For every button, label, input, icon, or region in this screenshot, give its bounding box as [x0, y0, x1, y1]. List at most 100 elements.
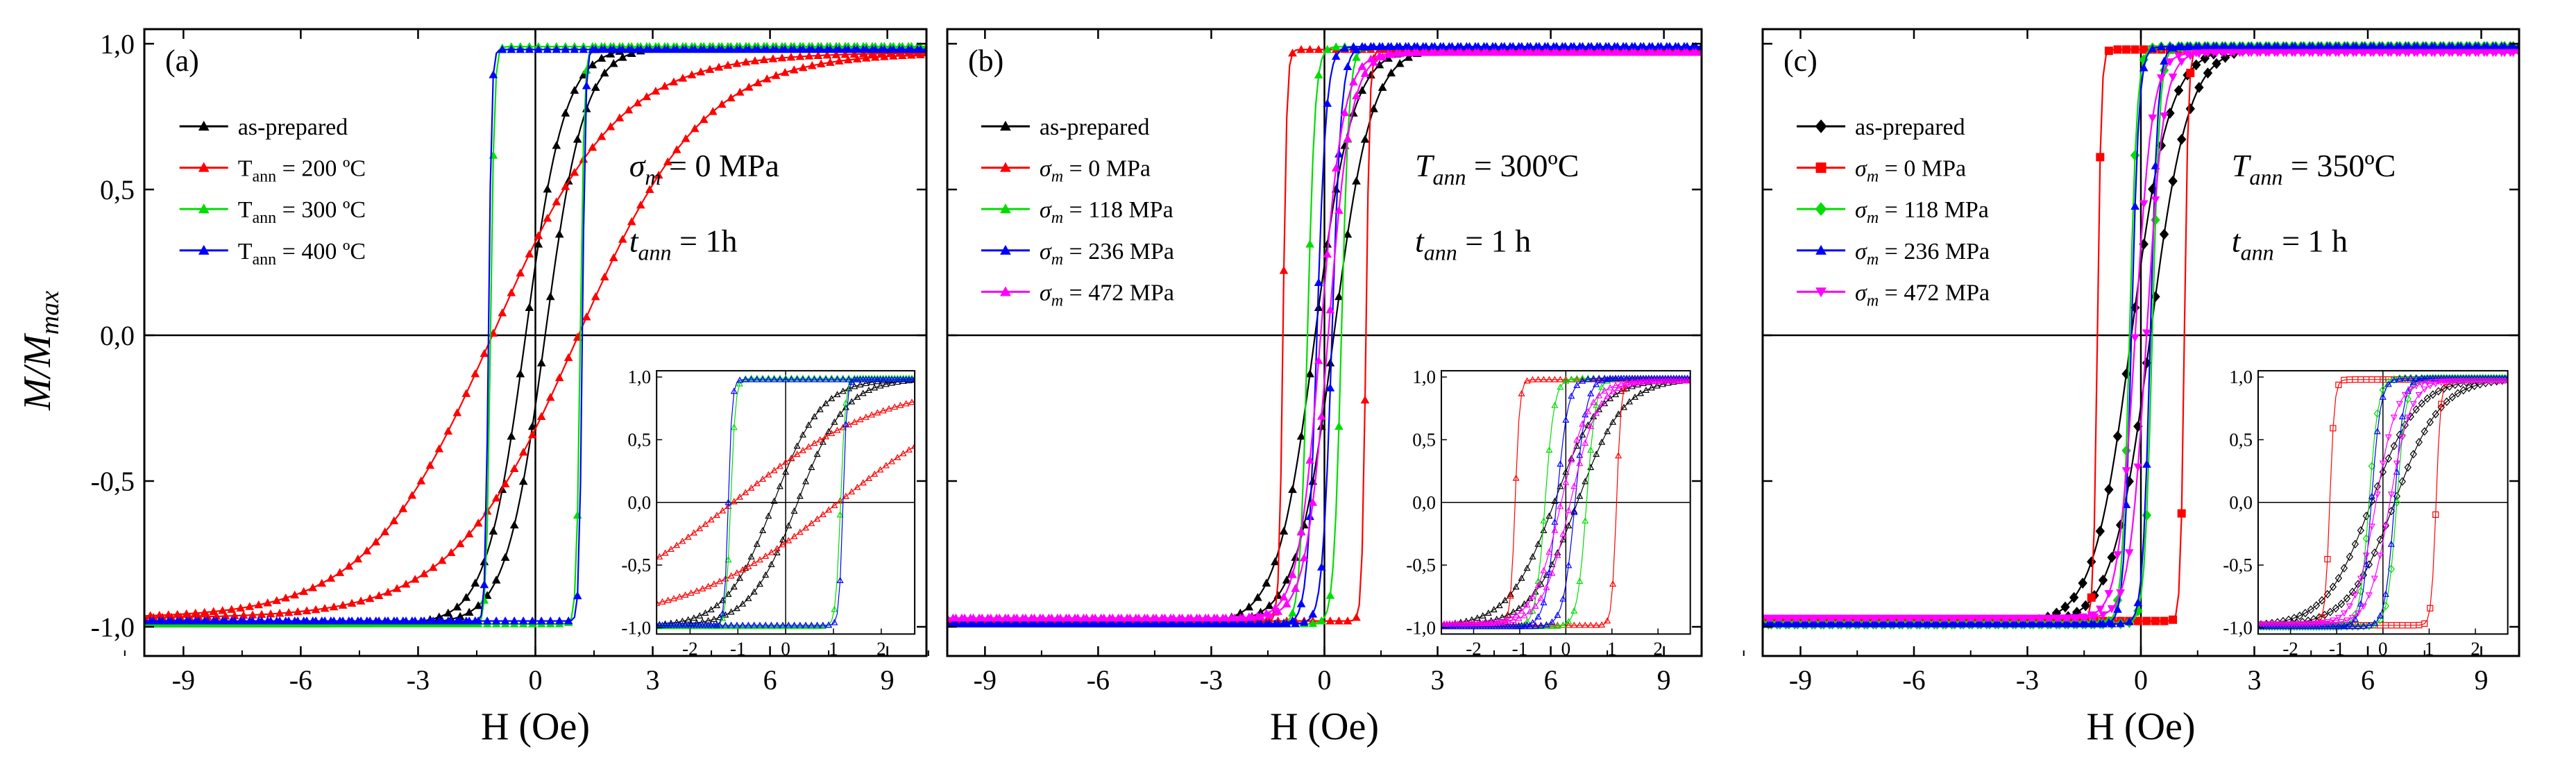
series-markers-3	[656, 376, 915, 628]
series-marker-set	[144, 48, 926, 621]
legend-label: as-prepared	[1040, 115, 1150, 140]
inset-x-tick-label: 2	[2471, 638, 2480, 659]
legend-label: σm = 236 MPa	[1855, 239, 1990, 269]
legend-label: σm = 0 MPa	[1855, 156, 1966, 186]
inset-panel: -2 -1 0 1 2 -1,0 -0,5 0,0 0,5 1,0	[1406, 367, 1691, 659]
inset-x-tick-label: 1	[2425, 638, 2434, 659]
legend-label: σm = 236 MPa	[1040, 239, 1174, 269]
legend-label: σm = 0 MPa	[1040, 156, 1151, 186]
series-marker-set	[1441, 377, 1690, 627]
chart-panel-1: -9 -6 -3 0 3 6 9 H (Oe) (b) as-prepared σm = 0 MPa…	[927, 28, 1703, 748]
annotation: Tann = 300ºC tann = 1 h	[1415, 148, 1579, 264]
x-tick-label: 9	[881, 664, 895, 696]
series-markers-3	[144, 44, 926, 625]
x-axis-label: H (Oe)	[1270, 705, 1379, 748]
panel-label: (c)	[1783, 44, 1817, 78]
inset-y-tick-label: 0,0	[627, 492, 651, 513]
x-tick-label: -9	[1789, 664, 1812, 696]
inset-series-group	[656, 374, 915, 630]
x-tick-label: -6	[1087, 664, 1110, 696]
x-ticks: -9 -6 -3 0 3 6 9	[1743, 29, 2489, 696]
legend-item: Tann = 200 ºC	[179, 156, 366, 186]
series-markers-3	[947, 42, 1702, 628]
y-tick-label: 0,0	[100, 320, 135, 351]
legend-item: σm = 0 MPa	[1797, 156, 1966, 186]
legend-label: Tann = 200 ºC	[238, 156, 366, 186]
series-markers-3	[2257, 374, 2508, 630]
x-ticks: -9 -6 -3 0 3 6 9	[124, 29, 895, 696]
legend-label: as-prepared	[1855, 115, 1965, 140]
chart-panel-2: -9 -6 -3 0 3 6 9 H (Oe) (c) as-prepared σm = 0 MPa…	[1743, 28, 2520, 748]
inset-y-tick-label: 1,0	[2229, 367, 2253, 387]
series-markers-4	[947, 48, 1702, 622]
legend-label: σm = 118 MPa	[1855, 197, 1989, 227]
series-marker-set	[947, 42, 1702, 628]
x-tick-label: -3	[2016, 664, 2039, 696]
y-tick-label: 1,0	[100, 28, 135, 60]
legend-item: σm = 118 MPa	[1797, 197, 1989, 227]
annotation-line: Tann = 350ºC	[2232, 148, 2396, 190]
legend-item: σm = 236 MPa	[981, 239, 1174, 269]
x-tick-label: 0	[529, 664, 543, 696]
inset-panel: -2 -1 0 1 2 -1,0 -0,5 0,0 0,5 1,0	[2223, 367, 2509, 659]
legend: as-prepared σm = 0 MPa σm = 118 MPa σm = 23…	[981, 115, 1174, 310]
annotation-line: tann = 1h	[629, 224, 738, 265]
y-ticks	[1763, 42, 2519, 628]
inset-y-tick-label: -1,0	[2223, 617, 2253, 638]
inset-panel: -2 -1 0 1 2 -1,0 -0,5 0,0 0,5 1,0	[621, 367, 916, 659]
series-markers-1	[144, 48, 926, 621]
annotation: σm = 0 MPa tann = 1h	[629, 148, 779, 264]
x-tick-label: 6	[1544, 664, 1558, 696]
series-marker-set	[144, 44, 926, 625]
legend-label: σm = 472 MPa	[1040, 280, 1174, 310]
legend: as-prepared σm = 0 MPa σm = 118 MPa σm = 23…	[1797, 115, 1990, 310]
svg-text:M/Mmax: M/Mmax	[16, 291, 65, 411]
inset-y-tick-label: -0,5	[2223, 555, 2253, 575]
inset-x-tick-label: -1	[1512, 638, 1528, 659]
annotation: Tann = 350ºC tann = 1 h	[2232, 148, 2396, 264]
x-tick-label: -6	[289, 664, 312, 696]
legend-item: Tann = 300 ºC	[179, 197, 366, 227]
inset-y-tick-label: 0,5	[2229, 429, 2253, 450]
inset-x-tick-label: 0	[2378, 638, 2388, 659]
x-axis-label: H (Oe)	[2086, 705, 2195, 748]
x-tick-label: -9	[974, 664, 997, 696]
y-tick-label: 0,5	[100, 174, 135, 205]
series-curve-3	[2257, 378, 2508, 628]
annotation-line: tann = 1 h	[1415, 224, 1531, 265]
y-tick-label: -0,5	[91, 466, 135, 497]
series-group	[947, 42, 1702, 628]
inset-x-tick-label: -2	[1466, 638, 1482, 659]
inset-y-tick-label: -0,5	[621, 555, 651, 575]
legend: as-prepared Tann = 200 ºC Tann = 300 ºC Tan…	[179, 115, 366, 269]
y-ticks	[947, 42, 1702, 628]
series-markers-4	[1441, 377, 1690, 627]
legend-label: as-prepared	[238, 115, 348, 140]
series-group	[1763, 41, 2519, 630]
inset-x-tick-label: 2	[876, 638, 886, 659]
legend-item: as-prepared	[981, 115, 1150, 140]
series-markers-4	[2257, 378, 2508, 628]
legend-item: Tann = 400 ºC	[179, 239, 366, 269]
inset-y-tick-label: 0,5	[627, 429, 651, 450]
legend-label: Tann = 400 ºC	[238, 239, 366, 269]
series-markers-4	[1763, 49, 2519, 623]
inset-x-tick-label: 1	[829, 638, 838, 659]
x-tick-label: 3	[1431, 664, 1445, 696]
x-tick-label: -3	[407, 664, 430, 696]
x-tick-label: 6	[2361, 664, 2375, 696]
series-group	[144, 42, 926, 628]
legend-label: σm = 472 MPa	[1855, 280, 1990, 310]
inset-y-tick-label: -1,0	[1406, 617, 1436, 638]
legend-item: σm = 0 MPa	[981, 156, 1151, 186]
annotation-line: Tann = 300ºC	[1415, 148, 1579, 190]
x-tick-label: 0	[1318, 664, 1332, 696]
inset-y-tick-label: 1,0	[627, 367, 651, 387]
x-tick-label: 0	[2134, 664, 2148, 696]
inset-y-tick-label: 0,0	[2229, 492, 2253, 513]
panel-label: (a)	[165, 44, 199, 78]
panel-label: (b)	[968, 44, 1003, 78]
legend-item: as-prepared	[1797, 115, 1965, 140]
legend-item: as-prepared	[179, 115, 348, 140]
series-marker-set	[1763, 42, 2519, 628]
